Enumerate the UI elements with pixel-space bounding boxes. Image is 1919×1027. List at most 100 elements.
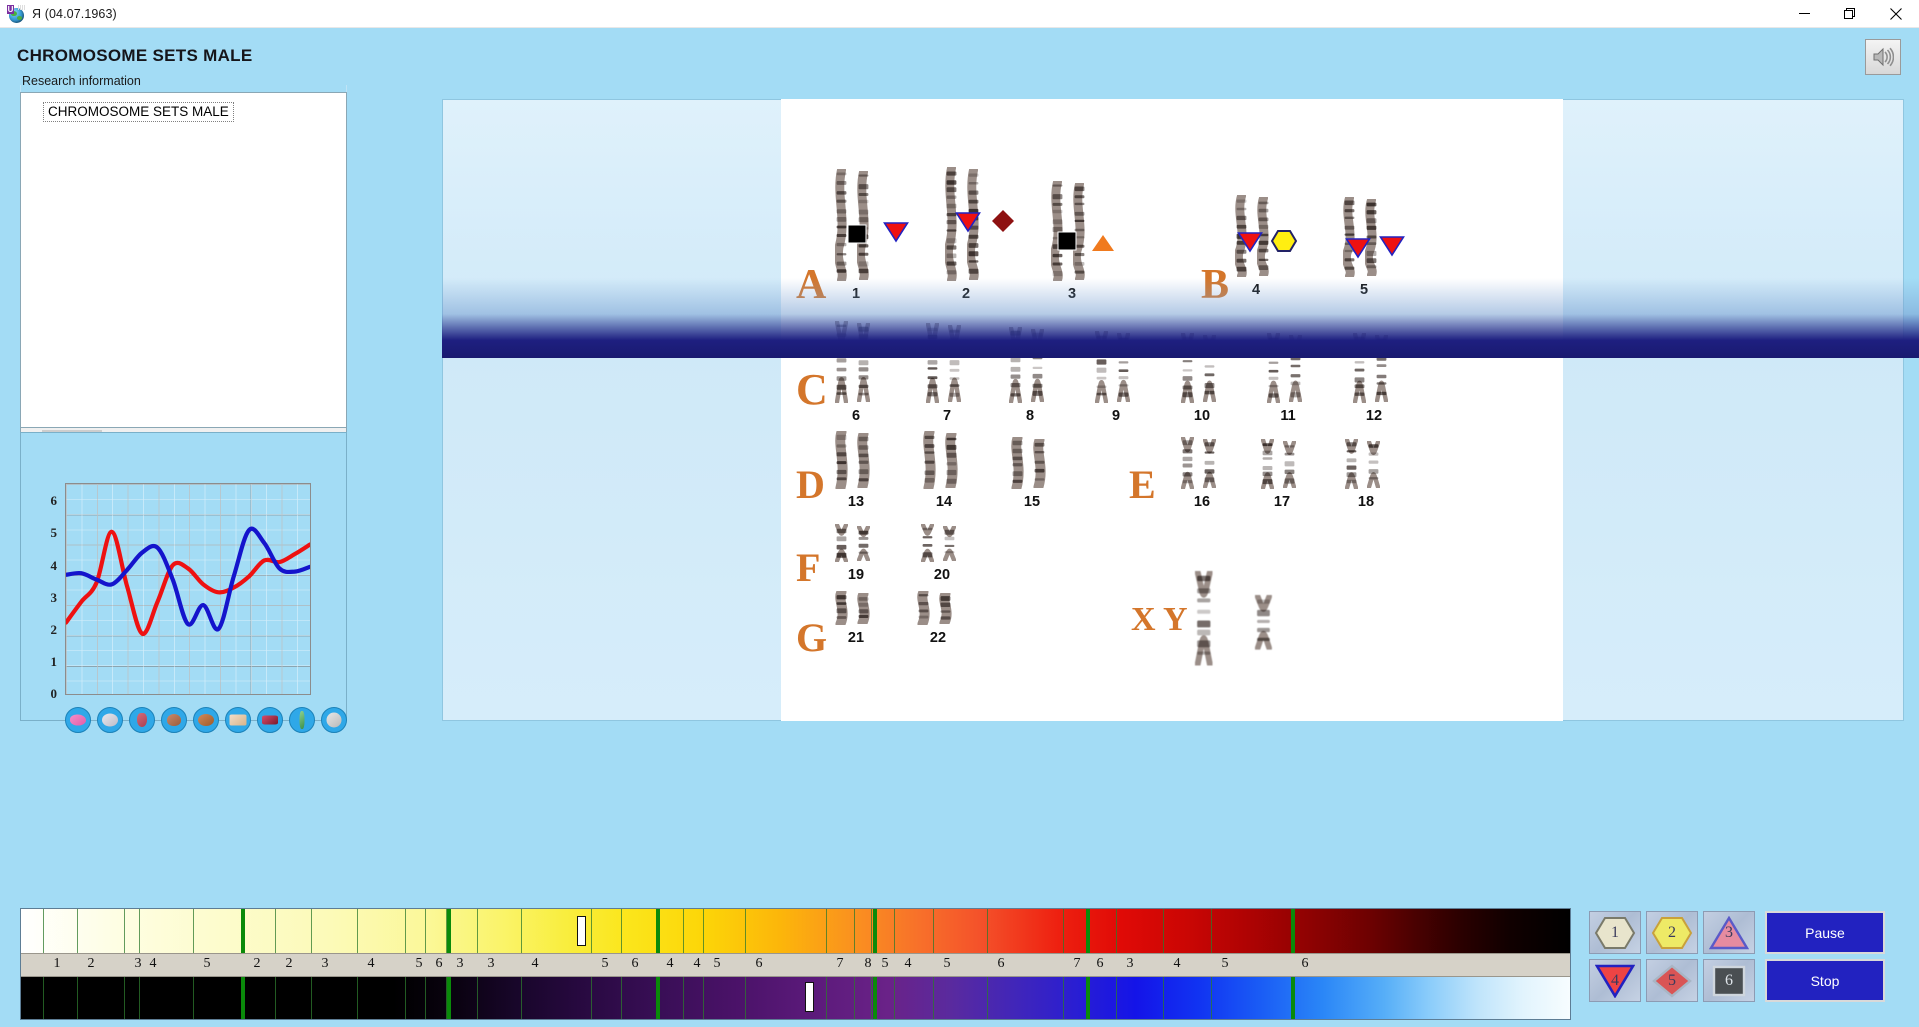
chromosome-pair-13[interactable]	[833, 427, 879, 493]
marker-triangle-down[interactable]	[1237, 231, 1263, 258]
chart-plot-area	[65, 483, 311, 695]
shape-button-5[interactable]: 5	[1646, 959, 1698, 1002]
chromosome-pair-2[interactable]	[943, 163, 989, 285]
marker-triangle-up[interactable]	[1091, 233, 1115, 258]
chromosome-pair-21[interactable]	[833, 587, 879, 629]
stomach-icon[interactable]	[193, 707, 219, 733]
reproductive-icon[interactable]	[129, 707, 155, 733]
spectrum-tick	[193, 977, 194, 1019]
spectrum-tick-number: 3	[1126, 956, 1134, 971]
chromatid	[857, 429, 870, 493]
spectrum-tick	[987, 977, 988, 1019]
chromatid	[1363, 195, 1378, 281]
maximize-button[interactable]	[1827, 0, 1873, 28]
kidneys-icon[interactable]	[161, 707, 187, 733]
spectrum-tick	[1211, 977, 1212, 1019]
shape-button-3[interactable]: 3	[1703, 911, 1755, 954]
spectrum-tick-number: 5	[601, 956, 609, 971]
shape-button-2[interactable]: 2	[1646, 911, 1698, 954]
liver-icon[interactable]	[257, 707, 283, 733]
chromosome-pair-12[interactable]	[1351, 331, 1397, 405]
marker-triangle-down[interactable]	[955, 211, 981, 238]
list-item[interactable]: CHROMOSOME SETS MALE	[43, 102, 234, 122]
pelvis-icon[interactable]	[65, 707, 91, 733]
chromatid	[834, 522, 849, 567]
chromatid	[855, 167, 870, 285]
spine-icon[interactable]	[289, 707, 315, 733]
spectrum-cursor-top[interactable]	[577, 916, 586, 946]
spectrum-tick-number: 3	[487, 956, 495, 971]
spectrum-section-divider	[1086, 909, 1090, 953]
marker-triangle-down[interactable]	[1379, 235, 1405, 262]
chart-y-tick: 1	[50, 653, 58, 669]
chromosome-pair-16[interactable]	[1179, 435, 1225, 491]
shape-button-4[interactable]: 4	[1589, 959, 1641, 1002]
cell-icon[interactable]	[321, 707, 347, 733]
chart-y-tick: 2	[50, 621, 58, 637]
chromosome-pair-8[interactable]	[1007, 325, 1053, 405]
chromatid	[1094, 329, 1109, 408]
chromosome-pair-15[interactable]	[1009, 433, 1055, 493]
chromatid	[1011, 433, 1024, 494]
chromatid	[1366, 439, 1381, 493]
shape-button-label: 6	[1725, 971, 1733, 989]
spectrum-tick	[139, 977, 140, 1019]
close-button[interactable]	[1873, 0, 1919, 28]
spectrum-cursor-bottom[interactable]	[805, 982, 814, 1012]
spectrum-tick-number: 3	[134, 956, 142, 971]
chromosome-pair-10[interactable]	[1179, 331, 1225, 405]
chromosome-pair-7[interactable]	[924, 321, 970, 405]
research-information-list[interactable]: CHROMOSOME SETS MALE	[20, 92, 347, 428]
brain-icon[interactable]	[97, 707, 123, 733]
marker-triangle-down[interactable]	[883, 221, 909, 248]
intestine-icon[interactable]	[225, 707, 251, 733]
spectrum-tick	[745, 909, 746, 953]
chromosome-number-label: 9	[1111, 408, 1121, 424]
chromatid	[856, 321, 871, 407]
spectrum-tick	[43, 909, 44, 953]
minimize-button[interactable]	[1781, 0, 1827, 28]
chromosome-pair-5[interactable]	[1341, 193, 1387, 281]
chart-y-tick: 4	[50, 557, 58, 573]
chromosome-pair-17[interactable]	[1259, 437, 1305, 491]
shape-button-1[interactable]: 1	[1589, 911, 1641, 954]
marker-square[interactable]	[1057, 231, 1077, 256]
shape-button-6[interactable]: 6	[1703, 959, 1755, 1002]
chromosome-pair-4[interactable]	[1233, 191, 1279, 281]
spectrum-tick	[139, 909, 140, 953]
chromosome-x[interactable]	[1194, 569, 1213, 672]
chromatid	[1288, 333, 1303, 407]
marker-triangle-down[interactable]	[1345, 237, 1371, 264]
marker-diamond[interactable]	[991, 209, 1015, 238]
spectrum-tick	[311, 977, 312, 1019]
chromatid	[1180, 331, 1195, 408]
chromosome-pair-9[interactable]	[1093, 329, 1139, 405]
chromosome-pair-18[interactable]	[1343, 437, 1389, 491]
pause-button[interactable]: Pause	[1765, 911, 1885, 954]
spectrum-band-warm[interactable]	[21, 909, 1570, 953]
spectrum-tick	[425, 909, 426, 953]
speaker-icon[interactable]	[1865, 39, 1901, 75]
chromosome-pair-22[interactable]	[915, 587, 961, 629]
stop-button[interactable]: Stop	[1765, 959, 1885, 1002]
spectrum-tick	[894, 909, 895, 953]
marker-hexagon[interactable]	[1270, 229, 1298, 258]
chromosome-pair-1[interactable]	[833, 165, 879, 285]
chromosome-pair-11[interactable]	[1265, 331, 1311, 405]
chromosome-pair-6[interactable]	[833, 319, 879, 405]
chromosome-pair-20[interactable]	[919, 522, 965, 564]
marker-square[interactable]	[847, 224, 867, 249]
chromosome-number-label: 15	[1023, 494, 1041, 510]
chart-y-tick: 5	[50, 525, 58, 541]
chromatid	[835, 427, 848, 494]
sex-chromosome-label-x: X	[1131, 601, 1156, 638]
chromosome-y[interactable]	[1254, 593, 1273, 656]
chromosome-pair-19[interactable]	[833, 522, 879, 564]
spectrum-tick	[621, 909, 622, 953]
spectrum-tick	[521, 909, 522, 953]
spectrum-band-cool[interactable]	[21, 977, 1570, 1019]
chromosome-number-label: 2	[961, 286, 971, 302]
chromosome-pair-14[interactable]	[921, 427, 967, 493]
